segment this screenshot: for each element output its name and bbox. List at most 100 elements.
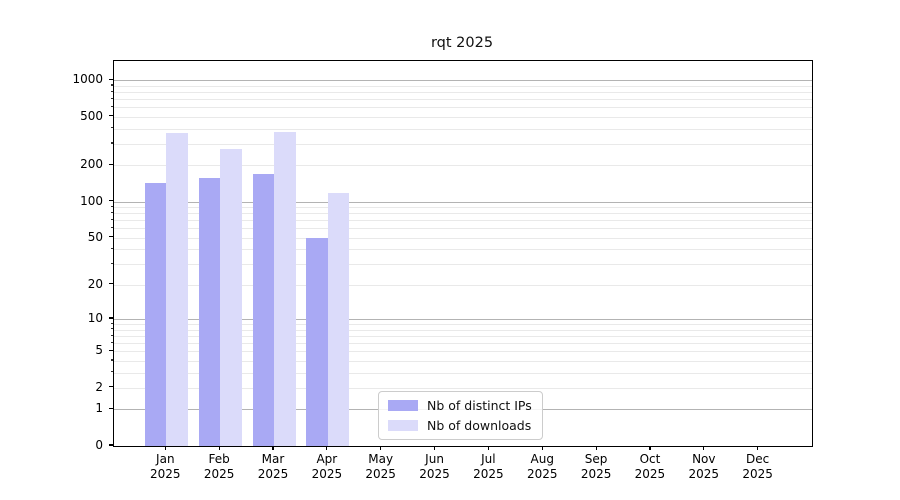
x-tick-year: 2025 <box>580 467 612 481</box>
minor-gridline <box>114 360 812 362</box>
x-tick-label-jun: Jun 2025 <box>405 452 465 482</box>
x-tick-year: 2025 <box>688 467 720 481</box>
minor-gridline <box>114 165 812 167</box>
x-tick-label-sep: Sep 2025 <box>566 452 626 482</box>
y-minor-tick-mark <box>110 84 113 86</box>
y-minor-tick-mark <box>110 218 113 221</box>
y-tick-mark <box>109 200 113 202</box>
y-minor-tick-mark <box>110 211 113 214</box>
minor-gridline <box>114 329 812 331</box>
y-minor-tick-mark <box>110 97 113 99</box>
y-minor-tick-mark <box>110 142 113 144</box>
x-tick-label-aug: Aug 2025 <box>512 452 572 482</box>
minor-gridline <box>114 372 812 374</box>
x-tick-mark <box>487 445 489 450</box>
legend-label-distinct-ips: Nb of distinct IPs <box>427 398 532 413</box>
y-tick-label-0: 0 <box>95 438 103 452</box>
x-tick-mark <box>757 445 759 450</box>
minor-gridline <box>114 264 812 266</box>
bar-downloads-jan <box>166 132 188 446</box>
y-tick-label-100: 100 <box>80 193 103 208</box>
bar-distinct-ips-mar <box>252 174 274 446</box>
y-tick-label-1000: 1000 <box>72 72 103 87</box>
bar-distinct-ips-jan <box>144 182 167 446</box>
chart-title: rqt 2025 <box>430 35 494 51</box>
major-gridline <box>114 201 812 203</box>
x-tick-month: Dec <box>746 452 770 466</box>
x-tick-mark <box>433 445 436 450</box>
y-tick-label-10: 10 <box>87 311 103 326</box>
x-tick-month: Sep <box>584 452 608 466</box>
x-tick-year: 2025 <box>742 467 773 481</box>
x-tick-year: 2025 <box>203 467 235 481</box>
y-minor-tick-mark <box>110 205 113 207</box>
x-tick-year: 2025 <box>526 467 558 481</box>
minor-gridline <box>114 99 812 101</box>
x-tick-label-feb: Feb 2025 <box>189 452 249 482</box>
minor-gridline <box>114 143 812 145</box>
x-tick-label-dec: Dec 2025 <box>728 452 788 482</box>
legend-swatch-distinct-ips-icon <box>388 400 418 411</box>
y-tick-mark <box>109 163 113 165</box>
legend: Nb of distinct IPs Nb of downloads <box>378 391 543 440</box>
x-tick-month: Mar <box>261 452 285 466</box>
minor-gridline <box>114 237 812 239</box>
x-tick-month: Oct <box>639 452 661 466</box>
minor-gridline <box>114 228 812 230</box>
x-tick-mark <box>649 445 651 450</box>
y-minor-tick-mark <box>110 127 113 129</box>
x-tick-label-oct: Oct 2025 <box>620 452 680 482</box>
minor-gridline <box>114 249 812 251</box>
x-tick-label-nov: Nov 2025 <box>674 452 734 482</box>
minor-gridline <box>114 284 812 286</box>
x-tick-month: May <box>368 452 394 466</box>
minor-gridline <box>114 387 812 389</box>
minor-gridline <box>114 116 812 118</box>
x-tick-month: Jan <box>156 452 175 466</box>
legend-label-downloads: Nb of downloads <box>427 418 532 433</box>
bar-distinct-ips-feb <box>198 177 221 446</box>
y-tick-mark <box>109 317 113 319</box>
x-tick-label-jul: Jul 2025 <box>458 452 518 482</box>
y-tick-mark <box>109 115 113 117</box>
y-minor-tick-mark <box>110 359 113 361</box>
minor-gridline <box>114 128 812 130</box>
y-tick-mark <box>109 386 113 388</box>
y-minor-tick-mark <box>110 341 113 343</box>
y-tick-mark <box>109 236 113 238</box>
y-minor-tick-mark <box>110 322 113 324</box>
x-tick-month: Nov <box>692 452 716 466</box>
x-tick-mark <box>218 445 220 450</box>
x-tick-month: Feb <box>208 452 230 466</box>
x-tick-month: Jun <box>425 452 444 466</box>
y-tick-label-2: 2 <box>95 379 103 394</box>
y-tick-mark <box>109 444 113 446</box>
minor-gridline <box>114 342 812 344</box>
x-tick-mark <box>703 445 705 450</box>
x-tick-year: 2025 <box>634 467 666 481</box>
x-tick-year: 2025 <box>365 467 396 481</box>
bar-downloads-feb <box>220 149 242 446</box>
y-minor-tick-mark <box>110 105 113 108</box>
x-tick-label-apr: Apr 2025 <box>297 452 357 482</box>
y-tick-label-20: 20 <box>87 276 103 291</box>
minor-gridline <box>114 107 812 109</box>
major-gridline <box>114 80 812 82</box>
bar-downloads-apr <box>327 192 350 446</box>
legend-swatch-downloads-icon <box>388 420 418 431</box>
x-tick-year: 2025 <box>257 467 289 481</box>
x-tick-label-jan: Jan 2025 <box>135 452 195 482</box>
y-minor-tick-mark <box>110 90 113 92</box>
y-minor-tick-mark <box>110 248 113 250</box>
x-tick-year: 2025 <box>150 467 181 481</box>
x-tick-mark <box>326 445 328 450</box>
legend-row-distinct-ips: Nb of distinct IPs <box>388 398 532 413</box>
x-tick-year: 2025 <box>473 467 504 481</box>
y-tick-mark <box>109 78 113 80</box>
minor-gridline <box>114 92 812 94</box>
minor-gridline <box>114 351 812 353</box>
x-tick-mark <box>272 445 274 450</box>
x-tick-mark <box>541 445 543 450</box>
minor-gridline <box>114 213 812 215</box>
minor-gridline <box>114 207 812 209</box>
